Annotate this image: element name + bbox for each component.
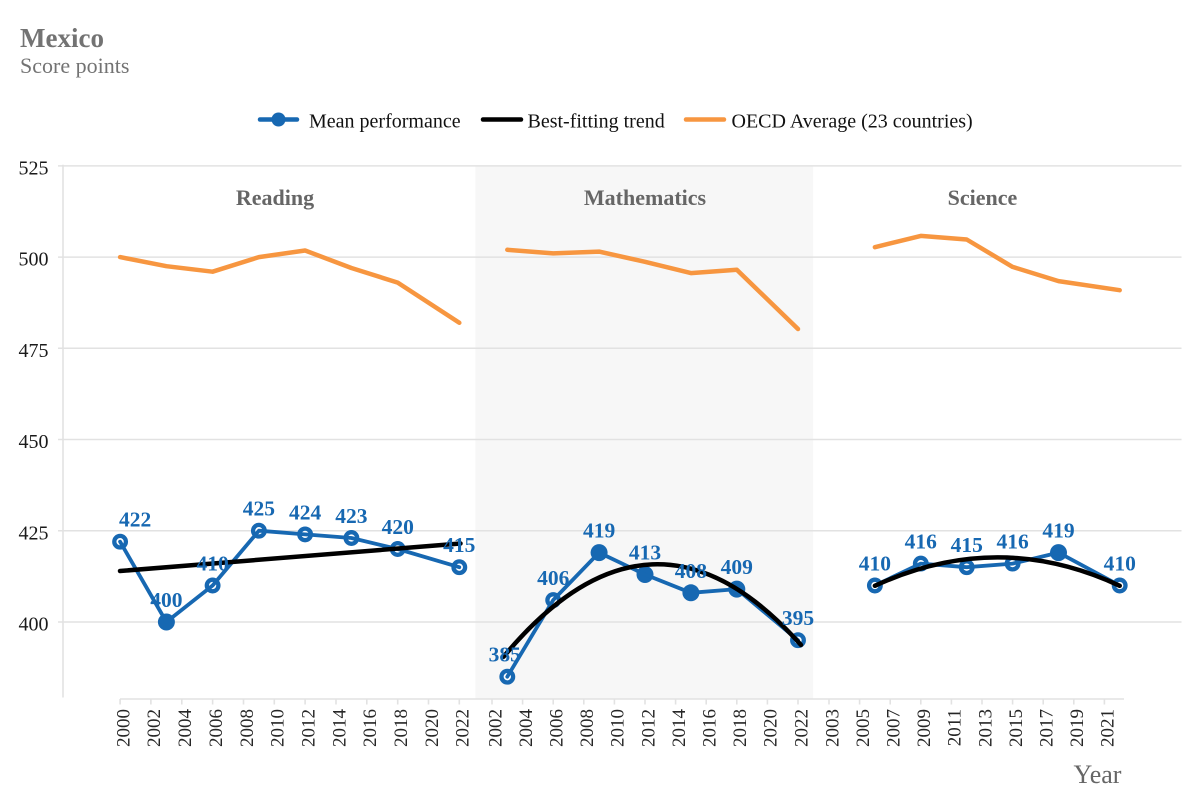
svg-text:Science: Science — [948, 185, 1018, 210]
svg-text:2012: 2012 — [638, 709, 659, 747]
svg-text:2008: 2008 — [237, 709, 258, 747]
svg-text:423: 423 — [335, 504, 368, 528]
svg-text:410: 410 — [1104, 552, 1136, 576]
svg-text:2017: 2017 — [1037, 709, 1058, 747]
svg-text:500: 500 — [19, 249, 49, 271]
svg-text:400: 400 — [150, 588, 182, 612]
svg-text:425: 425 — [243, 497, 275, 521]
svg-text:2007: 2007 — [884, 709, 905, 747]
svg-text:2020: 2020 — [761, 709, 782, 747]
svg-text:2018: 2018 — [730, 709, 751, 747]
svg-text:419: 419 — [1042, 519, 1074, 543]
svg-text:413: 413 — [629, 541, 662, 565]
svg-text:395: 395 — [782, 606, 814, 630]
svg-text:Mexico: Mexico — [20, 23, 104, 53]
svg-text:415: 415 — [443, 533, 475, 557]
svg-text:416: 416 — [905, 530, 938, 554]
svg-text:2010: 2010 — [268, 709, 289, 747]
svg-text:2005: 2005 — [853, 709, 874, 747]
svg-text:406: 406 — [537, 566, 570, 590]
svg-text:385: 385 — [489, 643, 521, 667]
svg-text:2006: 2006 — [206, 709, 227, 747]
svg-text:2016: 2016 — [700, 709, 721, 747]
svg-text:420: 420 — [382, 515, 414, 539]
svg-text:2018: 2018 — [391, 709, 412, 747]
svg-text:Year: Year — [1074, 760, 1122, 789]
svg-text:2022: 2022 — [791, 709, 812, 747]
svg-text:Mean performance: Mean performance — [309, 111, 461, 133]
svg-text:422: 422 — [119, 508, 151, 532]
svg-text:2011: 2011 — [945, 709, 966, 746]
svg-text:2015: 2015 — [1006, 709, 1027, 747]
svg-text:2022: 2022 — [453, 709, 474, 747]
svg-text:2021: 2021 — [1098, 709, 1119, 747]
svg-text:2010: 2010 — [608, 709, 629, 747]
svg-text:450: 450 — [19, 431, 49, 453]
svg-text:Best-fitting trend: Best-fitting trend — [528, 111, 665, 133]
svg-text:2019: 2019 — [1067, 709, 1088, 747]
svg-text:409: 409 — [721, 555, 753, 579]
svg-text:2004: 2004 — [516, 709, 537, 748]
svg-text:OECD Average (23 countries): OECD Average (23 countries) — [732, 111, 973, 133]
svg-text:408: 408 — [675, 559, 708, 583]
svg-text:Score points: Score points — [20, 53, 129, 78]
svg-text:2012: 2012 — [298, 709, 319, 747]
svg-text:425: 425 — [19, 522, 49, 544]
svg-text:416: 416 — [996, 530, 1029, 554]
svg-text:2000: 2000 — [113, 709, 134, 747]
svg-text:2014: 2014 — [329, 709, 350, 748]
svg-text:2002: 2002 — [144, 709, 165, 747]
svg-text:2013: 2013 — [975, 709, 996, 747]
svg-text:410: 410 — [859, 552, 891, 576]
svg-text:2016: 2016 — [360, 709, 381, 747]
svg-text:2002: 2002 — [485, 709, 506, 747]
svg-text:2006: 2006 — [547, 709, 568, 747]
svg-text:475: 475 — [19, 340, 49, 362]
svg-text:410: 410 — [196, 552, 228, 576]
svg-text:2009: 2009 — [914, 709, 935, 747]
svg-text:2004: 2004 — [175, 709, 196, 748]
svg-text:Reading: Reading — [236, 185, 314, 210]
svg-text:2008: 2008 — [577, 709, 598, 747]
svg-text:400: 400 — [19, 614, 49, 636]
svg-text:415: 415 — [951, 533, 983, 557]
svg-text:Mathematics: Mathematics — [584, 185, 707, 210]
svg-text:2020: 2020 — [422, 709, 443, 747]
svg-text:2014: 2014 — [669, 709, 690, 748]
svg-text:525: 525 — [19, 158, 49, 180]
svg-text:419: 419 — [583, 519, 615, 543]
svg-text:2003: 2003 — [822, 709, 843, 747]
svg-text:424: 424 — [289, 500, 322, 524]
